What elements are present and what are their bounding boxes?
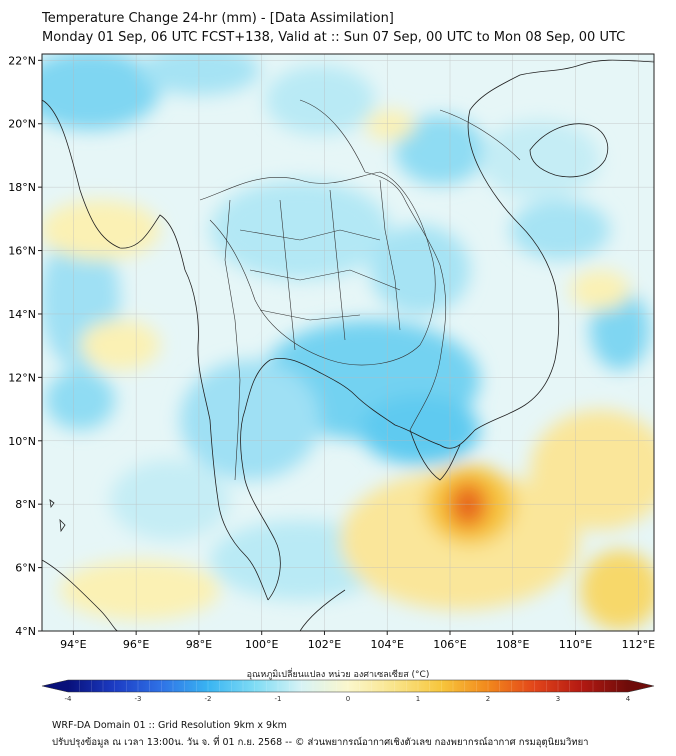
lon-tick-label: 102°E	[308, 638, 341, 651]
credit-line: ปรับปรุงข้อมูล ณ เวลา 13:00น. วัน จ. ที่…	[52, 737, 589, 748]
lon-tick-label: 104°E	[371, 638, 404, 651]
temperature-change-map: 22°N 20°N 18°N 16°N 14°N 12°N 10°N 8°N 6°N 4°N 94…	[8, 53, 655, 703]
province-borders	[199, 99, 521, 481]
map-subtitle: Monday 01 Sep, 06 UTC FCST+138, Valid at…	[42, 30, 626, 45]
colorbar-caption: อุณหภูมิเปลี่ยนแปลง หน่วย องศาเซลเซียส (…	[246, 670, 430, 680]
temperature-field	[42, 54, 654, 631]
colorbar-tick-label: -3	[135, 695, 142, 703]
lat-tick-label: 8°N	[15, 498, 36, 511]
lat-tick-label: 14°N	[8, 308, 36, 321]
colorbar-tick-label: 1	[416, 695, 420, 703]
colorbar-tick-label: 4	[626, 695, 631, 703]
map-frame	[41, 53, 655, 632]
lon-tick-label: 96°E	[123, 638, 149, 651]
lat-tick-label: 6°N	[15, 562, 36, 575]
colorbar-tick-label: -2	[205, 695, 212, 703]
lat-tick-label: 16°N	[8, 245, 36, 258]
colorbar-tick-label: 2	[486, 695, 490, 703]
colorbar-outline	[41, 679, 655, 693]
colorbar-tick-label: -1	[275, 695, 282, 703]
lon-tick-label: 106°E	[433, 638, 466, 651]
lon-tick-label: 110°E	[559, 638, 592, 651]
lat-tick-label: 10°N	[8, 435, 36, 448]
colorbar-tick-label: 0	[346, 695, 350, 703]
coastlines	[42, 59, 654, 631]
lon-tick-label: 108°E	[496, 638, 529, 651]
lat-tick-label: 20°N	[8, 118, 36, 131]
colorbar-min-extension	[42, 680, 68, 692]
colorbar-tick-label: 3	[556, 695, 560, 703]
map-title: Temperature Change 24-hr (mm) - [Data As…	[42, 11, 394, 26]
lat-tick-label: 18°N	[8, 181, 36, 194]
latitude-axis: 22°N 20°N 18°N 16°N 14°N 12°N 10°N 8°N 6°N 4°N	[8, 54, 42, 638]
colorbar: -4 -3 -2 -1 0 1 2 3 4	[41, 679, 655, 703]
lon-tick-label: 112°E	[622, 638, 655, 651]
model-info: WRF-DA Domain 01 :: Grid Resolution 9km …	[52, 720, 287, 731]
colorbar-max-extension	[628, 680, 654, 692]
lat-tick-label: 4°N	[15, 625, 36, 638]
lon-tick-label: 94°E	[60, 638, 86, 651]
lon-tick-label: 98°E	[186, 638, 212, 651]
longitude-axis: 94°E 96°E 98°E 100°E 102°E 104°E 106°E 108°E 110…	[60, 631, 655, 651]
colorbar-tick-label: -4	[65, 695, 73, 703]
colorbar-gradient	[68, 680, 628, 692]
lat-tick-label: 22°N	[8, 54, 36, 67]
lat-tick-label: 12°N	[8, 371, 36, 384]
lon-tick-label: 100°E	[245, 638, 278, 651]
